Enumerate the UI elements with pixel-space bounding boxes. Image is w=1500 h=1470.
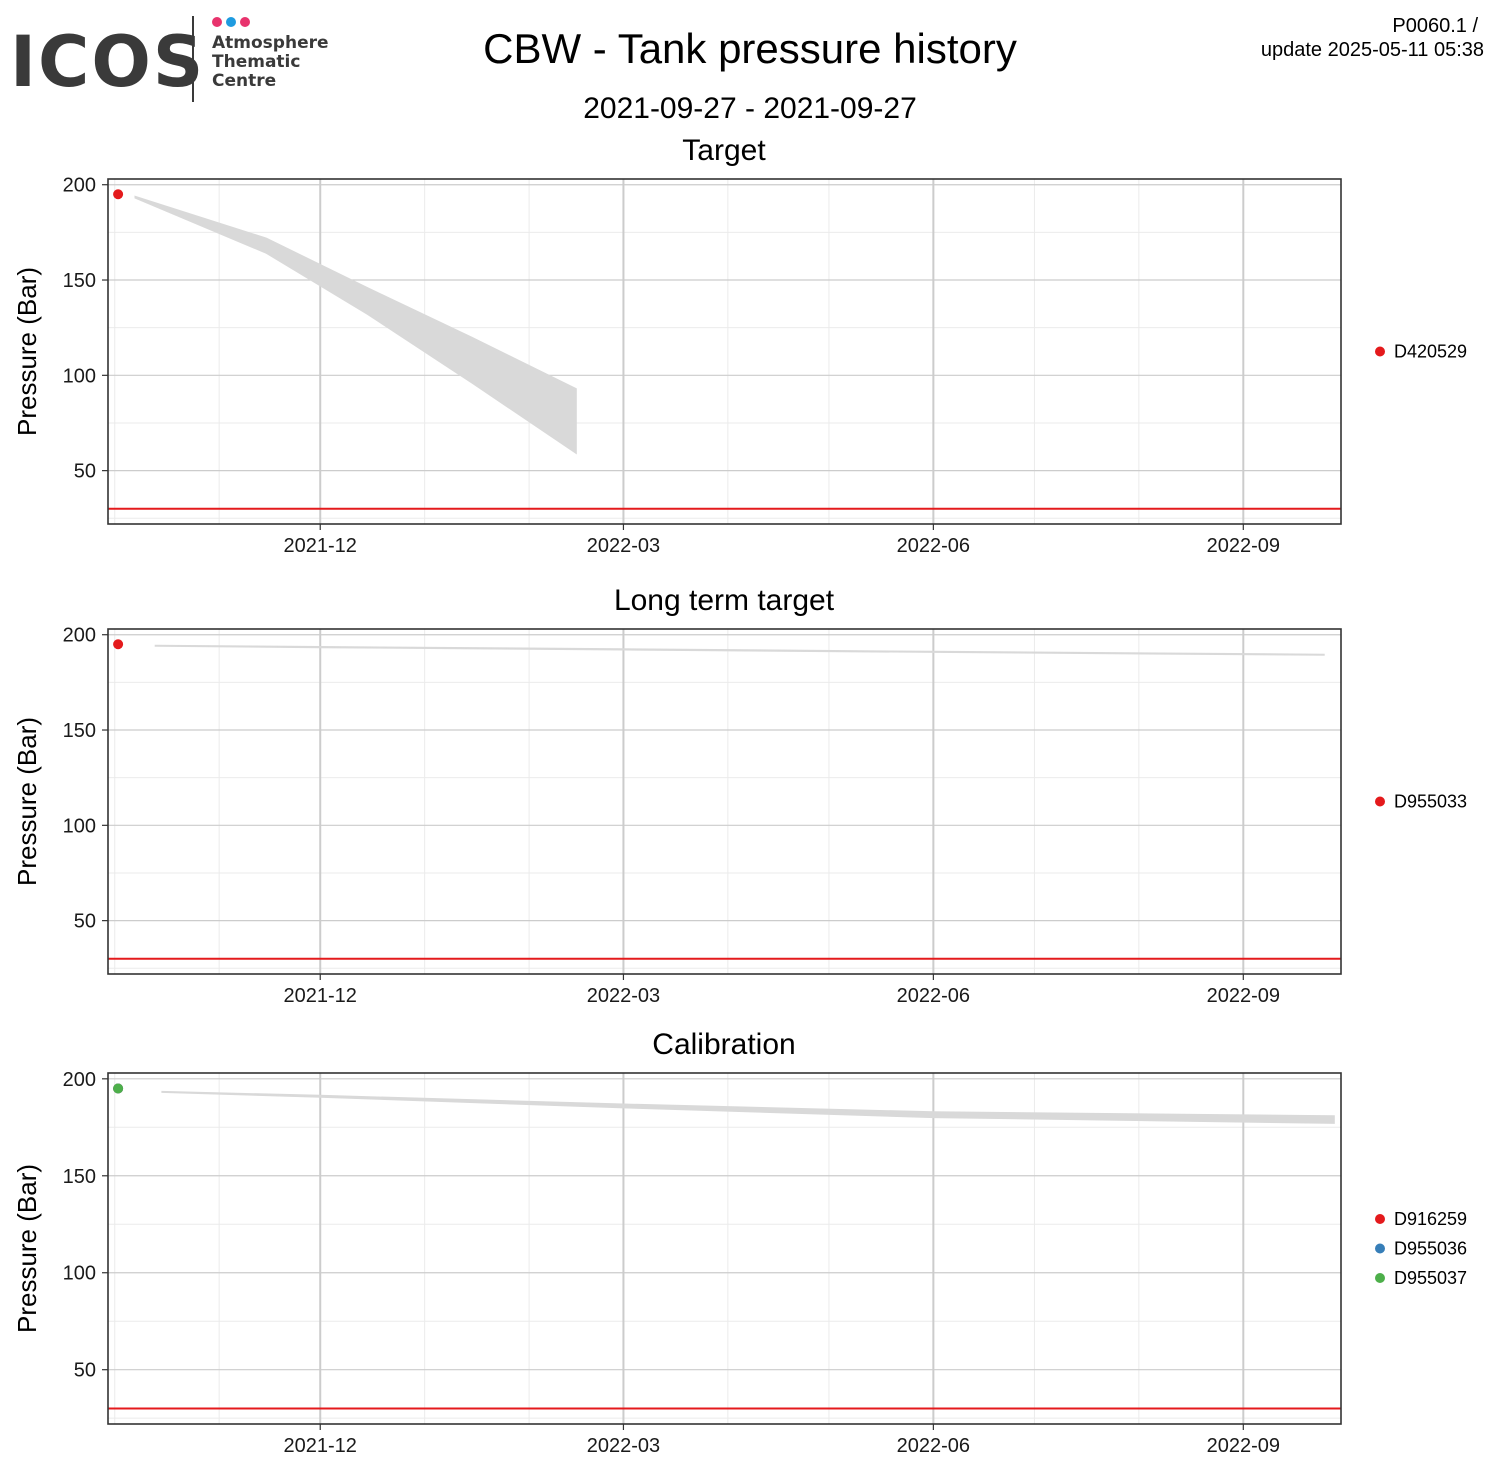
panel-title: Long term target xyxy=(614,584,835,617)
y-tick-label: 50 xyxy=(74,1360,96,1382)
logo-wordmark: ICOS xyxy=(10,21,205,103)
plot-background xyxy=(108,1073,1341,1424)
update-label: update 2025-05-11 05:38 xyxy=(1261,39,1484,61)
y-tick-label: 50 xyxy=(74,911,96,933)
x-tick-label: 2022-03 xyxy=(587,535,660,557)
panel-target: Target 50 100 150 200 2021-12 2022-03 2022-06 20… xyxy=(12,134,1467,557)
pressure-range-band xyxy=(154,644,1325,656)
data-point xyxy=(113,189,124,200)
legend-marker xyxy=(1375,796,1385,807)
y-tick-label: 50 xyxy=(74,461,96,483)
y-tick-label: 100 xyxy=(63,1263,96,1285)
icos-logo: ICOS Atmosphere Thematic Centre xyxy=(10,16,329,103)
y-tick-label: 200 xyxy=(63,175,96,197)
x-tick-label: 2021-12 xyxy=(284,535,357,557)
legend-marker xyxy=(1375,1243,1385,1254)
y-tick-label: 200 xyxy=(63,1069,96,1091)
legend-label: D955036 xyxy=(1394,1239,1467,1259)
figure-title: CBW - Tank pressure history xyxy=(483,25,1017,72)
panel-long-term-target: Long term target 50 100 150 200 2021-12 2022-0… xyxy=(12,584,1467,1007)
logo-subtitle-line: Centre xyxy=(212,71,276,91)
plot-border xyxy=(107,1072,1342,1425)
logo-divider xyxy=(192,16,194,102)
x-tick-label: 2021-12 xyxy=(284,985,357,1007)
plot-border xyxy=(107,628,1342,975)
x-tick-label: 2022-03 xyxy=(587,985,660,1007)
legend-label: D955037 xyxy=(1394,1268,1467,1288)
logo-dot xyxy=(240,17,250,27)
y-axis-title: Pressure (Bar) xyxy=(12,1164,42,1333)
legend-label: D420529 xyxy=(1394,342,1467,362)
plot-border xyxy=(107,178,1342,525)
x-tick-label: 2022-06 xyxy=(897,985,970,1007)
panel-title: Target xyxy=(682,134,766,167)
x-tick-label: 2022-09 xyxy=(1207,985,1280,1007)
panel-calibration: Calibration 50 100 150 200 2021-12 2022-03 2022… xyxy=(12,1028,1467,1457)
x-tick-label: 2022-06 xyxy=(897,535,970,557)
plot-background xyxy=(108,179,1341,524)
legend-marker xyxy=(1375,1273,1385,1283)
logo-subtitle-line: Thematic xyxy=(212,52,300,72)
y-tick-label: 100 xyxy=(63,365,96,387)
y-tick-label: 150 xyxy=(63,270,96,292)
logo-dot xyxy=(212,17,222,27)
x-tick-label: 2022-03 xyxy=(587,1435,660,1457)
y-tick-label: 150 xyxy=(63,1166,96,1188)
data-point xyxy=(113,1083,124,1094)
logo-subtitle-line: Atmosphere xyxy=(212,33,329,53)
panel-title: Calibration xyxy=(652,1028,795,1061)
x-tick-label: 2021-12 xyxy=(284,1435,357,1457)
y-tick-label: 100 xyxy=(63,815,96,837)
y-axis-title: Pressure (Bar) xyxy=(12,267,42,436)
pressure-range-band xyxy=(161,1090,1335,1124)
pressure-range-band xyxy=(134,195,577,455)
legend-marker xyxy=(1375,346,1385,357)
x-tick-label: 2022-09 xyxy=(1207,535,1280,557)
data-point xyxy=(113,639,124,650)
figure-subtitle: 2021-09-27 - 2021-09-27 xyxy=(583,92,917,125)
y-tick-label: 200 xyxy=(63,625,96,647)
y-axis-title: Pressure (Bar) xyxy=(12,717,42,886)
x-tick-label: 2022-09 xyxy=(1207,1435,1280,1457)
plot-background xyxy=(108,629,1341,974)
x-tick-label: 2022-06 xyxy=(897,1435,970,1457)
legend-label: D955033 xyxy=(1394,792,1467,812)
y-tick-label: 150 xyxy=(63,720,96,742)
legend-marker xyxy=(1375,1214,1385,1224)
legend-label: D916259 xyxy=(1394,1209,1467,1229)
logo-dot xyxy=(226,17,236,27)
version-label: P0060.1 / xyxy=(1392,15,1478,37)
